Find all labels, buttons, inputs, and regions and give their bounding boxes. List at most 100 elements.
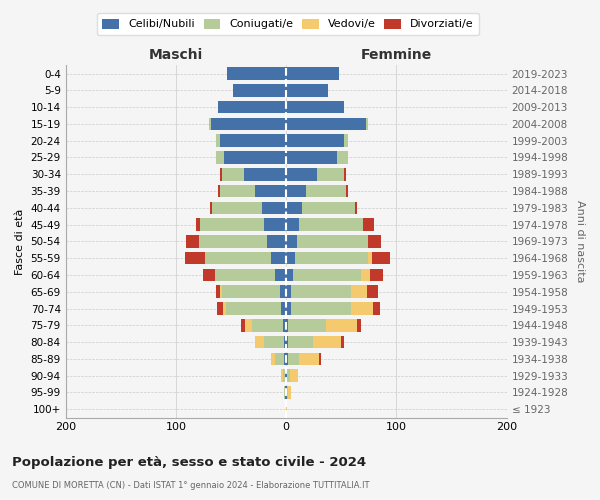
Bar <box>215 268 275 281</box>
Bar <box>223 302 226 315</box>
Bar <box>222 168 244 180</box>
Bar <box>241 319 245 332</box>
Bar <box>313 336 341 348</box>
Bar <box>196 218 200 231</box>
Bar <box>211 118 286 130</box>
Bar <box>262 202 286 214</box>
Bar <box>286 202 302 214</box>
Bar <box>200 218 264 231</box>
Bar <box>287 386 289 399</box>
Bar <box>286 336 289 348</box>
Bar <box>281 370 283 382</box>
Bar <box>264 336 284 348</box>
Bar <box>367 286 378 298</box>
Bar <box>205 252 271 264</box>
Bar <box>368 252 372 264</box>
Bar <box>233 84 286 96</box>
Bar <box>290 370 298 382</box>
Bar <box>337 151 348 164</box>
Bar <box>289 336 313 348</box>
Bar <box>268 235 286 248</box>
Bar <box>286 101 344 114</box>
Bar <box>302 202 355 214</box>
Bar <box>286 319 289 332</box>
Bar <box>284 352 286 365</box>
Bar <box>357 319 361 332</box>
Bar <box>203 268 215 281</box>
Text: Popolazione per età, sesso e stato civile - 2024: Popolazione per età, sesso e stato civil… <box>12 456 366 469</box>
Bar <box>365 118 368 130</box>
Bar <box>220 134 286 147</box>
Bar <box>287 370 290 382</box>
Bar <box>285 370 286 382</box>
Bar <box>372 252 390 264</box>
Bar <box>218 185 220 198</box>
Bar <box>351 286 367 298</box>
Bar <box>290 286 351 298</box>
Bar <box>220 168 222 180</box>
Bar <box>286 235 297 248</box>
Bar <box>215 151 224 164</box>
Bar <box>220 185 256 198</box>
Bar <box>286 84 328 96</box>
Bar <box>286 286 290 298</box>
Bar <box>351 302 373 315</box>
Bar <box>286 118 365 130</box>
Bar <box>289 386 290 399</box>
Bar <box>295 252 368 264</box>
Bar <box>286 252 295 264</box>
Bar <box>286 268 293 281</box>
Bar <box>289 352 299 365</box>
Bar <box>286 386 287 399</box>
Bar <box>286 352 289 365</box>
Bar <box>271 352 275 365</box>
Bar <box>355 202 357 214</box>
Bar <box>326 319 357 332</box>
Bar <box>227 68 286 80</box>
Bar <box>286 68 339 80</box>
Bar <box>209 118 211 130</box>
Bar <box>364 218 374 231</box>
Bar <box>224 151 286 164</box>
Bar <box>286 218 299 231</box>
Text: COMUNE DI MORETTA (CN) - Dati ISTAT 1° gennaio 2024 - Elaborazione TUTTITALIA.IT: COMUNE DI MORETTA (CN) - Dati ISTAT 1° g… <box>12 481 370 490</box>
Bar <box>317 168 344 180</box>
Bar <box>283 370 285 382</box>
Bar <box>264 218 286 231</box>
Bar <box>218 101 286 114</box>
Bar <box>286 302 290 315</box>
Bar <box>319 352 322 365</box>
Bar <box>361 268 370 281</box>
Legend: Celibi/Nubili, Coniugati/e, Vedovi/e, Divorziati/e: Celibi/Nubili, Coniugati/e, Vedovi/e, Di… <box>97 13 479 35</box>
Bar <box>284 386 285 399</box>
Bar <box>271 252 286 264</box>
Bar <box>293 268 361 281</box>
Bar <box>281 302 286 315</box>
Bar <box>275 352 284 365</box>
Bar <box>370 268 383 281</box>
Bar <box>368 235 381 248</box>
Bar <box>297 235 368 248</box>
Bar <box>289 319 326 332</box>
Bar <box>341 336 344 348</box>
Bar <box>284 336 286 348</box>
Y-axis label: Anni di nascita: Anni di nascita <box>575 200 585 282</box>
Bar <box>286 370 287 382</box>
Bar <box>285 386 286 399</box>
Bar <box>245 319 252 332</box>
Bar <box>299 352 319 365</box>
Bar <box>199 235 268 248</box>
Bar <box>210 202 212 214</box>
Bar <box>212 202 262 214</box>
Bar <box>186 235 199 248</box>
Bar <box>256 336 264 348</box>
Bar <box>283 319 286 332</box>
Bar <box>344 134 348 147</box>
Bar <box>226 302 281 315</box>
Bar <box>286 134 344 147</box>
Bar <box>306 185 346 198</box>
Bar <box>344 168 346 180</box>
Y-axis label: Fasce di età: Fasce di età <box>15 208 25 274</box>
Bar <box>215 286 220 298</box>
Bar <box>244 168 286 180</box>
